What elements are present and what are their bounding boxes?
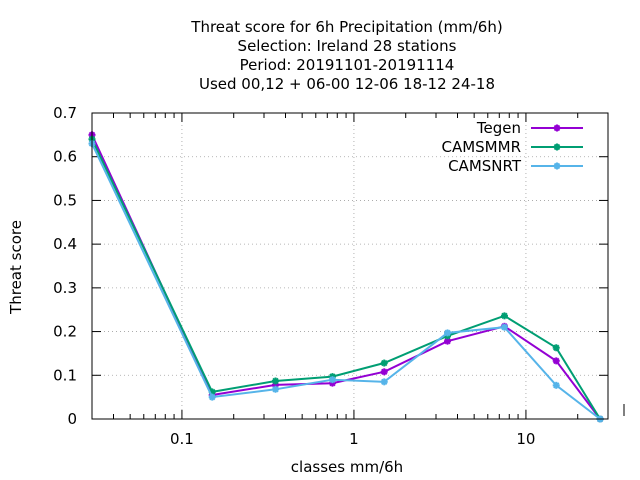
data-point-camsnrt-d2 — [381, 378, 388, 386]
series-line-camsmmr — [91, 138, 601, 420]
title-line: Threat score for 6h Precipitation (mm/6h… — [190, 18, 502, 36]
data-point-camsmmr-d2 — [381, 359, 388, 367]
x-tick-label: 1 — [349, 430, 359, 448]
y-tick-label: 0.1 — [53, 366, 77, 384]
legend-label-camsmmr: CAMSMMR — [441, 138, 521, 156]
series-line-tegen — [91, 134, 601, 420]
x-tick-label: 0.1 — [170, 430, 194, 448]
x-axis-label: classes mm/6h — [291, 458, 403, 476]
data-point-camsmmr-d2 — [272, 377, 279, 385]
legend-marker-tegen-d2 — [553, 124, 561, 132]
x-tick-label: 10 — [516, 430, 535, 448]
chart-title: Threat score for 6h Precipitation (mm/6h… — [190, 18, 502, 93]
legend-label-camsnrt: CAMSNRT — [448, 157, 522, 175]
data-point-camsnrt-d2 — [329, 376, 336, 383]
title-line: Used 00,12 + 06-00 12-06 18-12 24-18 — [199, 75, 495, 93]
series-line-camsnrt — [91, 143, 601, 420]
series — [88, 131, 604, 423]
data-point-tegen-d2 — [553, 357, 560, 365]
data-point-camsnrt-d2 — [553, 382, 560, 389]
y-tick-label: 0.3 — [53, 279, 77, 297]
series-tegen — [88, 131, 604, 423]
y-axis-label: Threat score — [7, 220, 25, 315]
title-line: Selection: Ireland 28 stations — [238, 37, 457, 55]
data-point-camsnrt-d2 — [444, 329, 451, 337]
legend-marker-camsnrt-d2 — [553, 162, 561, 170]
title-line: Period: 20191101-20191114 — [240, 56, 455, 74]
data-point-camsmmr-d2 — [501, 312, 508, 320]
data-point-tegen-d2 — [444, 337, 451, 345]
grid — [92, 113, 608, 419]
data-point-camsmmr-d2 — [553, 344, 560, 351]
legend-marker-camsmmr-d2 — [553, 143, 561, 151]
y-tick-label: 0.6 — [53, 148, 77, 166]
series-camsnrt — [88, 140, 604, 423]
y-tick-label: 0 — [67, 410, 77, 428]
data-point-tegen-d2 — [381, 368, 388, 375]
y-tick-label: 0.7 — [53, 104, 77, 122]
y-tick-label: 0.5 — [53, 191, 77, 209]
data-point-camsnrt-d2 — [209, 393, 216, 401]
tick-labels: 0 0.1 0.2 0.3 0.4 0.5 0.6 0.7 0.1 1 10 — [53, 104, 535, 448]
data-point-camsnrt-d2 — [501, 323, 508, 331]
data-point-camsnrt-d2 — [272, 386, 279, 393]
y-tick-label: 0.4 — [53, 235, 77, 253]
legend-label-tegen: Tegen — [476, 119, 521, 137]
plot-frame — [91, 112, 609, 420]
y-tick-label: 0.2 — [53, 323, 77, 341]
